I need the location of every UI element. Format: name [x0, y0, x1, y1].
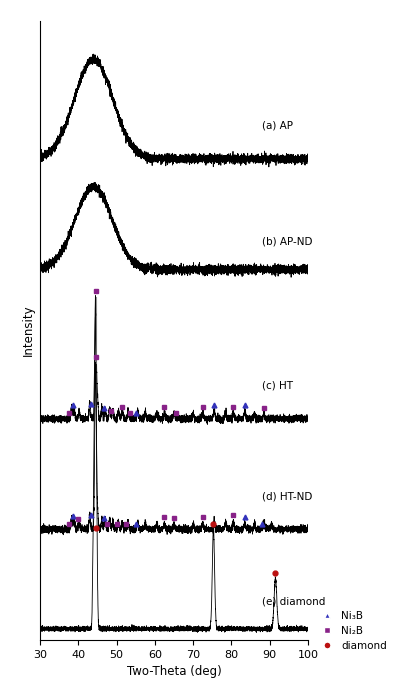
Legend: Ni₃B, Ni₂B, diamond: Ni₃B, Ni₂B, diamond [313, 607, 391, 655]
Text: (c) HT: (c) HT [262, 380, 293, 391]
Text: (a) AP: (a) AP [262, 120, 293, 131]
Y-axis label: Intensity: Intensity [22, 304, 34, 356]
Text: (e) diamond: (e) diamond [262, 596, 326, 606]
Text: (d) HT-ND: (d) HT-ND [262, 491, 312, 501]
Text: (b) AP-ND: (b) AP-ND [262, 237, 312, 247]
X-axis label: Two-Theta (deg): Two-Theta (deg) [127, 665, 221, 678]
